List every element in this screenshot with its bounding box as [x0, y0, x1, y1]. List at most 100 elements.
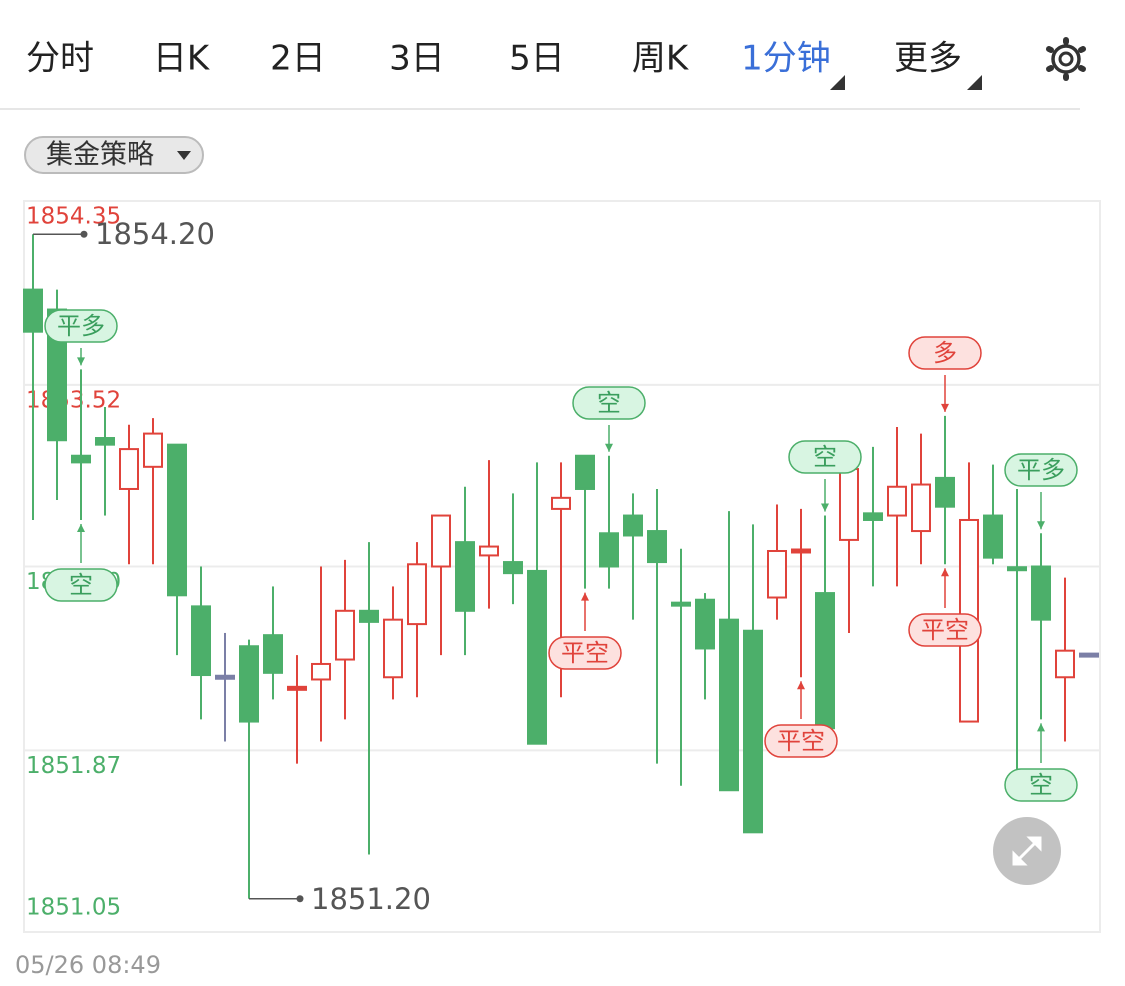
signal-badge	[548, 636, 622, 670]
candle-body	[167, 443, 187, 597]
signal-badge	[44, 309, 118, 343]
signal-badge	[908, 613, 982, 647]
candle-body	[623, 514, 643, 537]
candle-body	[1007, 566, 1027, 572]
tab[interactable]: 2日	[270, 39, 326, 79]
signal-badge	[1004, 453, 1078, 487]
signal-label: 空	[69, 571, 93, 599]
strategy-dropdown[interactable]: 集金策略	[24, 136, 204, 174]
timestamp: 05/26 08:49	[15, 951, 161, 979]
tab[interactable]: 1分钟	[741, 39, 831, 79]
annotation-label: 1854.20	[95, 217, 215, 251]
y-tick-label: 1851.87	[26, 753, 121, 779]
candle-body	[23, 288, 43, 333]
candle-body	[503, 561, 523, 575]
candle-body	[359, 609, 379, 623]
candle-body	[1079, 652, 1099, 658]
candle-body	[119, 448, 139, 490]
y-tick-label: 1851.05	[26, 895, 121, 921]
candle-body	[479, 545, 499, 557]
annotation-dot	[296, 895, 304, 903]
candle-body	[935, 476, 955, 508]
candle-body	[191, 605, 211, 677]
signal-badge	[44, 568, 118, 602]
signal-label: 平空	[777, 727, 825, 755]
signal-arrowhead	[1037, 723, 1045, 732]
candle-body	[911, 483, 931, 533]
signal-label: 空	[813, 443, 837, 471]
tab[interactable]: 3日	[389, 39, 445, 79]
annotation-dot	[80, 230, 88, 238]
candle-body	[647, 530, 667, 564]
candle-body	[335, 609, 355, 661]
candle-body	[839, 468, 859, 541]
candle-body	[671, 601, 691, 607]
signal-label: 平多	[57, 312, 105, 340]
signal-badge	[572, 386, 646, 420]
candle-body	[263, 634, 283, 674]
candle-body	[695, 598, 715, 650]
y-tick-label: 1853.52	[26, 387, 121, 413]
settings-gear[interactable]	[1046, 37, 1086, 81]
tab[interactable]: 日K	[153, 39, 211, 79]
candle-body	[215, 674, 235, 680]
candle-body	[863, 512, 883, 521]
tab-corner	[967, 75, 982, 90]
signal-label: 空	[597, 389, 621, 417]
candle-body	[455, 541, 475, 612]
signal-label: 平空	[921, 616, 969, 644]
candle-body	[71, 454, 91, 464]
candle-body	[815, 592, 835, 730]
tab-corner	[830, 75, 845, 90]
tab[interactable]: 分时	[26, 39, 94, 79]
signal-arrowhead	[941, 568, 949, 577]
candle-body	[239, 645, 259, 723]
tab[interactable]: 5日	[509, 39, 565, 79]
candle-body	[743, 629, 763, 834]
gear-teeth	[1046, 37, 1086, 81]
signal-badge	[764, 724, 838, 758]
dropdown-label: 集金策略	[46, 140, 154, 171]
signal-arrowhead	[77, 523, 85, 532]
signal-badge	[908, 336, 982, 370]
signal-label: 多	[933, 339, 957, 367]
candle-body	[767, 549, 787, 599]
signal-arrowhead	[797, 681, 805, 690]
candle-body	[383, 618, 403, 679]
signal-arrowhead	[77, 357, 85, 366]
candle-body	[887, 485, 907, 517]
candle-body	[1031, 565, 1051, 621]
signal-label: 空	[1029, 771, 1053, 799]
signal-label: 平空	[561, 639, 609, 667]
candle-body	[431, 514, 451, 568]
candle-body	[527, 569, 547, 745]
gear-hub	[1058, 51, 1074, 67]
candle-body	[287, 685, 307, 691]
candle-body	[983, 514, 1003, 559]
dropdown-pill	[24, 136, 204, 174]
candle-body	[791, 548, 811, 554]
signal-arrowhead	[605, 443, 613, 452]
signal-arrowhead	[941, 403, 949, 412]
expand-button[interactable]	[993, 817, 1061, 885]
candle-body	[143, 432, 163, 468]
candle-body	[95, 437, 115, 446]
dropdown-caret	[177, 151, 191, 160]
annotation-label: 1851.20	[311, 882, 431, 916]
candle-body	[1055, 649, 1075, 679]
candle-body	[407, 563, 427, 626]
signal-arrowhead	[581, 592, 589, 601]
signal-arrowhead	[821, 503, 829, 512]
y-tick-label: 1854.35	[26, 204, 121, 230]
signal-arrowhead	[1037, 521, 1045, 530]
gear-ring	[1051, 44, 1081, 74]
candle-body	[551, 496, 571, 510]
tab[interactable]: 更多	[894, 39, 962, 79]
candle-body	[599, 532, 619, 568]
signal-label: 平多	[1017, 456, 1065, 484]
tab[interactable]: 周K	[632, 39, 690, 79]
candle-body	[311, 662, 331, 681]
expand-icon	[1012, 836, 1042, 866]
